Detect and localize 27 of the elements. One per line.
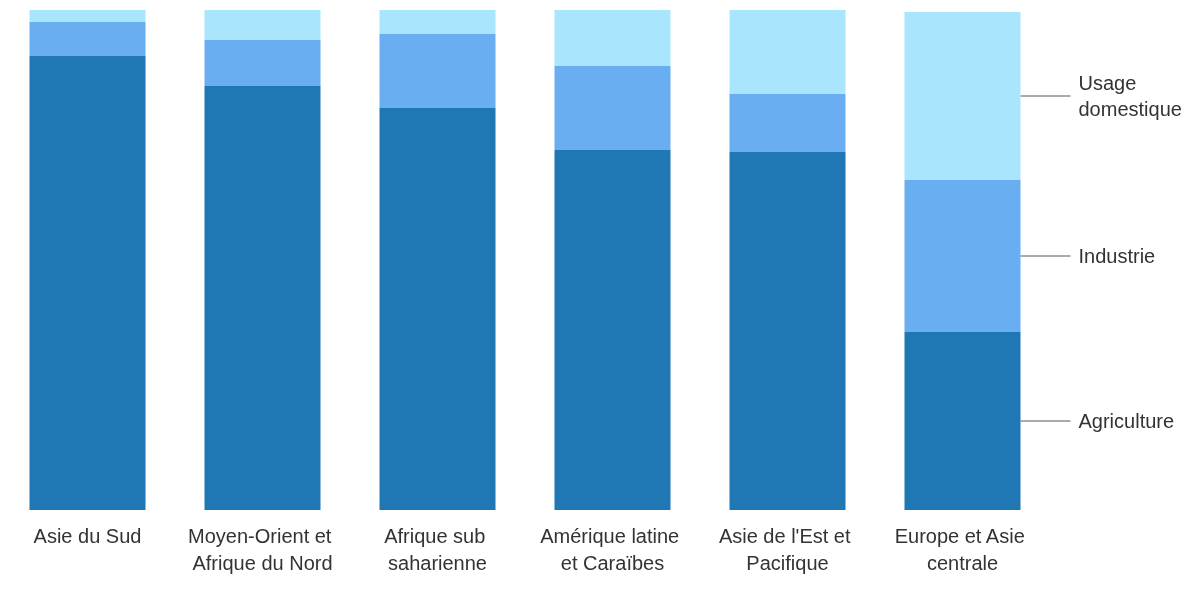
bar bbox=[554, 66, 671, 150]
bar bbox=[379, 34, 496, 108]
bar bbox=[904, 180, 1021, 332]
bar bbox=[204, 86, 321, 510]
bar bbox=[554, 10, 671, 66]
bar bbox=[29, 10, 146, 22]
bar bbox=[554, 150, 671, 510]
x-tick-label: Asie du Sud bbox=[33, 524, 142, 547]
bar bbox=[29, 22, 146, 56]
text: Usage domestique bbox=[1078, 72, 1182, 120]
bar bbox=[204, 40, 321, 86]
text: Industrie bbox=[1078, 245, 1156, 267]
bar bbox=[204, 10, 321, 40]
x-tick-label: Asie de l'Est et Pacifique bbox=[718, 524, 857, 574]
bar bbox=[29, 56, 146, 510]
x-tick-label: Europe et Asie centrale bbox=[894, 524, 1031, 574]
bar bbox=[904, 12, 1021, 180]
text: Agriculture bbox=[1078, 410, 1175, 432]
bar bbox=[379, 108, 496, 510]
bar bbox=[729, 94, 846, 152]
bar bbox=[379, 10, 496, 34]
bar bbox=[904, 332, 1021, 510]
bar bbox=[729, 10, 846, 94]
x-tick-label: Moyen-Orient et Afrique du Nord bbox=[188, 524, 337, 574]
x-tick-label: Amérique latine et Caraïbes bbox=[540, 524, 685, 574]
x-tick-label: Afrique sub saharienne bbox=[384, 524, 491, 574]
bar bbox=[729, 152, 846, 510]
